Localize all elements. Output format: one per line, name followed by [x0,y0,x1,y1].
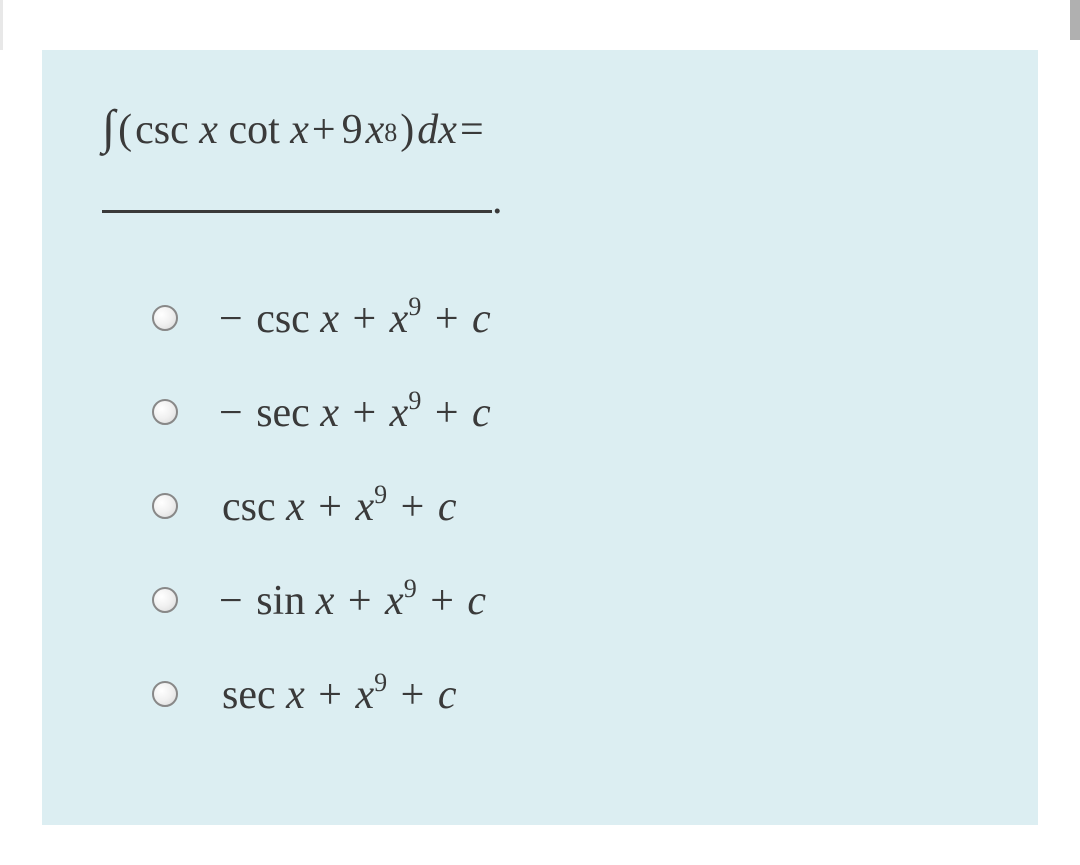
opt5-exp: 9 [374,668,387,697]
question-panel: ∫(csc x cot x + 9x8)dx = . − csc x + x9 … [42,50,1038,825]
opt1-var1: x [310,296,339,342]
opt1-func: csc [256,296,310,342]
opt3-var1: x [276,484,305,530]
option-text-4: − sin x + x9 + c [216,576,486,625]
opt2-plus1: + [342,390,387,436]
option-row-1[interactable]: − csc x + x9 + c [152,294,978,343]
opt4-const: c [467,578,486,624]
radio-button-3[interactable] [152,493,178,519]
opt2-plus2: + [424,390,469,436]
opt3-plus1: + [308,484,353,530]
opt1-var2: x [390,296,409,342]
opt1-plus1: + [342,296,387,342]
opt3-plus2: + [390,484,435,530]
opt3-func: csc [222,484,276,530]
opt1-exp: 9 [408,292,421,321]
option-row-2[interactable]: − sec x + x9 + c [152,388,978,437]
top-white-strip [0,0,1080,50]
blank-period: . [492,177,503,223]
opt4-var2: x [385,578,404,624]
option-text-5: sec x + x9 + c [216,670,457,719]
options-list: − csc x + x9 + c − sec x + x9 + c csc x … [102,294,978,719]
func-csc: csc [135,97,189,164]
opt5-var2: x [355,672,374,718]
radio-button-1[interactable] [152,305,178,331]
opt3-const: c [438,484,457,530]
opt5-plus1: + [308,672,353,718]
opt4-prefix: − [219,578,253,624]
opt5-const: c [438,672,457,718]
opt2-prefix: − [219,390,253,436]
radio-button-5[interactable] [152,681,178,707]
exponent-8: 8 [384,112,397,154]
open-paren: ( [118,97,132,164]
equals: = [460,97,484,164]
opt4-var1: x [305,578,334,624]
option-text-2: − sec x + x9 + c [216,388,491,437]
answer-blank [102,205,492,213]
option-row-4[interactable]: − sin x + x9 + c [152,576,978,625]
integral-expression: ∫(csc x cot x + 9x8)dx = [102,90,978,167]
close-paren: ) [400,97,414,164]
coef-9: 9 [342,97,363,164]
blank-line-row: . [102,167,978,234]
opt1-const: c [472,296,491,342]
opt3-exp: 9 [374,480,387,509]
var-x1: x [199,97,218,164]
opt2-func: sec [256,390,310,436]
opt2-var2: x [390,390,409,436]
opt5-var1: x [276,672,305,718]
diff-x: x [438,97,457,164]
opt5-func: sec [222,672,276,718]
func-cot: cot [228,97,279,164]
option-row-3[interactable]: csc x + x9 + c [152,482,978,531]
opt3-var2: x [355,484,374,530]
question-text: ∫(csc x cot x + 9x8)dx = . [102,90,978,234]
opt4-plus2: + [420,578,465,624]
option-row-5[interactable]: sec x + x9 + c [152,670,978,719]
var-x3: x [366,97,385,164]
opt4-plus1: + [337,578,382,624]
integral-symbol: ∫ [102,90,115,167]
radio-button-4[interactable] [152,587,178,613]
opt4-func: sin [256,578,305,624]
opt1-prefix: − [219,296,253,342]
opt4-exp: 9 [404,574,417,603]
right-edge-decoration [1070,0,1080,40]
plus-op: + [312,97,336,164]
option-text-1: − csc x + x9 + c [216,294,491,343]
var-x2: x [290,97,309,164]
option-text-3: csc x + x9 + c [216,482,457,531]
opt5-plus2: + [390,672,435,718]
opt2-const: c [472,390,491,436]
opt1-plus2: + [424,296,469,342]
diff-d: d [417,97,438,164]
opt2-exp: 9 [408,386,421,415]
radio-button-2[interactable] [152,399,178,425]
opt2-var1: x [310,390,339,436]
